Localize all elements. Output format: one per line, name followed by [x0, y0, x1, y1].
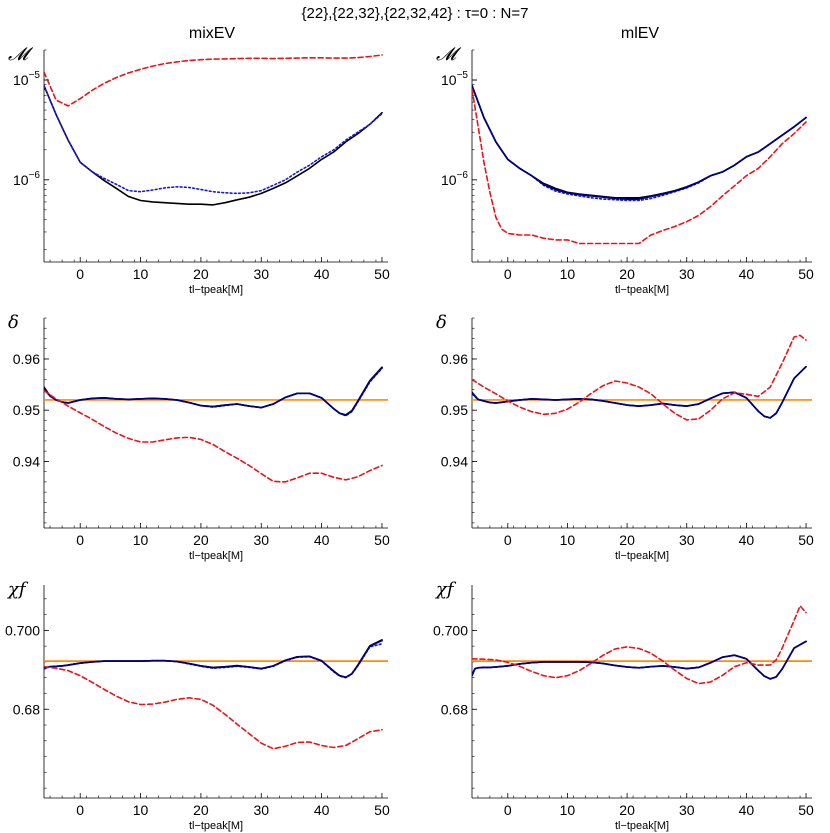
y-tick-label: 0.700 — [5, 622, 40, 638]
y-axis-label: 𝓜 — [8, 44, 34, 65]
series-blue-dotted — [472, 365, 807, 419]
x-tick-label: 40 — [739, 266, 755, 282]
y-tick-label: 0.95 — [441, 402, 468, 418]
column-title-mixev: mixEV — [189, 25, 236, 42]
x-tick-label: 20 — [619, 802, 635, 818]
y-tick-label: 0.96 — [13, 351, 40, 367]
x-axis-label: tl−tpeak[M] — [189, 820, 243, 832]
x-tick-label: 50 — [798, 802, 814, 818]
x-tick-label: 30 — [253, 266, 269, 282]
y-tick-label: 0.94 — [13, 453, 40, 469]
x-tick-label: 30 — [679, 802, 695, 818]
series-red-dashed — [44, 665, 383, 750]
x-tick-label: 40 — [314, 266, 330, 282]
y-tick-label: 10−6 — [441, 170, 468, 188]
x-tick-label: 0 — [76, 802, 84, 818]
series-navy-solid — [44, 639, 383, 679]
x-axis-label: tl−tpeak[M] — [615, 284, 669, 296]
panel-4: 0 10 20 30 40 50 0.96 0.95 0.94 δ tl−tpeak[M] — [436, 312, 814, 562]
series-navy-solid — [472, 640, 807, 680]
x-tick-label: 40 — [739, 532, 755, 548]
series-navy-solid — [472, 84, 807, 200]
y-tick-label: 0.68 — [13, 701, 40, 717]
x-tick-label: 0 — [76, 532, 84, 548]
y-tick-label: 0.700 — [433, 622, 468, 638]
y-axis-label: δ — [436, 312, 447, 333]
panel-1: 0 10 20 30 40 50 10−5 10−6 𝓜tl−tpeak[M] — [8, 44, 390, 296]
x-tick-label: 50 — [798, 532, 814, 548]
x-tick-label: 0 — [504, 532, 512, 548]
x-tick-label: 0 — [504, 266, 512, 282]
x-tick-label: 50 — [374, 532, 390, 548]
series-blue-dotted — [472, 84, 807, 202]
x-axis-label: tl−tpeak[M] — [615, 820, 669, 832]
figure-title: {22},{22,32},{22,32,42} : τ=0 : N=7 — [302, 5, 529, 22]
x-tick-label: 10 — [133, 802, 149, 818]
x-tick-label: 10 — [133, 266, 149, 282]
y-axis-label: δ — [8, 312, 19, 333]
x-tick-label: 10 — [560, 266, 576, 282]
x-tick-label: 0 — [504, 802, 512, 818]
y-tick-label: 10−5 — [13, 70, 40, 88]
x-axis-label: tl−tpeak[M] — [189, 550, 243, 562]
x-axis-label: tl−tpeak[M] — [615, 550, 669, 562]
x-axis-label: tl−tpeak[M] — [189, 284, 243, 296]
x-tick-label: 40 — [314, 802, 330, 818]
panel-2: 0 10 20 30 40 50 10−5 10−6 𝓜tl−tpeak[M] — [436, 44, 814, 296]
series-blue-dotted — [44, 367, 383, 417]
x-tick-label: 50 — [798, 266, 814, 282]
series-blue-dotted — [44, 84, 383, 195]
x-tick-label: 20 — [193, 802, 209, 818]
y-axis-label: χf — [434, 579, 457, 600]
series-red-dashed — [472, 88, 807, 245]
series-black-solid — [472, 365, 807, 419]
x-tick-label: 20 — [619, 266, 635, 282]
panel-6: 0 10 20 30 40 50 0.700 0.68 χf tl−tpeak[M] — [433, 579, 814, 832]
y-tick-label: 10−5 — [441, 70, 468, 88]
x-tick-label: 20 — [619, 532, 635, 548]
y-tick-label: 10−6 — [13, 170, 40, 188]
y-tick-label: 0.96 — [441, 351, 468, 367]
x-tick-label: 40 — [739, 802, 755, 818]
x-tick-label: 30 — [253, 802, 269, 818]
series-red-dashed — [44, 389, 383, 483]
x-tick-label: 50 — [374, 802, 390, 818]
panel-3: 0 10 20 30 40 50 0.96 0.95 0.94 δ tl−tpeak[M] — [8, 312, 390, 562]
y-axis-label: 𝓜 — [436, 44, 462, 65]
x-tick-label: 0 — [76, 266, 84, 282]
x-tick-label: 20 — [193, 266, 209, 282]
panel-5: 0 10 20 30 40 50 0.700 0.68 χf tl−tpeak[M] — [5, 579, 390, 832]
y-tick-label: 0.95 — [13, 402, 40, 418]
x-tick-label: 30 — [253, 532, 269, 548]
y-tick-label: 0.68 — [441, 701, 468, 717]
x-tick-label: 50 — [374, 266, 390, 282]
series-blue-dotted — [472, 640, 807, 680]
x-tick-label: 40 — [314, 532, 330, 548]
x-tick-label: 10 — [133, 532, 149, 548]
y-tick-label: 0.94 — [441, 453, 468, 469]
series-black-solid — [472, 640, 807, 680]
series-red-dashed — [472, 334, 807, 421]
panels: 0 10 20 30 40 50 10−5 10−6 𝓜tl−tpeak[M] 0 10 20 30 40… — [5, 44, 814, 832]
series-black-solid — [44, 84, 383, 206]
x-tick-label: 30 — [679, 532, 695, 548]
column-title-mlev: mlEV — [621, 25, 660, 42]
series-black-solid — [44, 639, 383, 679]
y-axis-label: χf — [6, 579, 29, 600]
x-tick-label: 20 — [193, 532, 209, 548]
series-navy-solid — [44, 366, 383, 417]
x-tick-label: 10 — [560, 532, 576, 548]
series-red-dashed — [44, 54, 383, 107]
x-tick-label: 10 — [560, 802, 576, 818]
x-tick-label: 30 — [679, 266, 695, 282]
series-red-dashed — [472, 605, 807, 685]
series-black-solid — [472, 84, 807, 199]
series-navy-solid — [472, 365, 807, 419]
